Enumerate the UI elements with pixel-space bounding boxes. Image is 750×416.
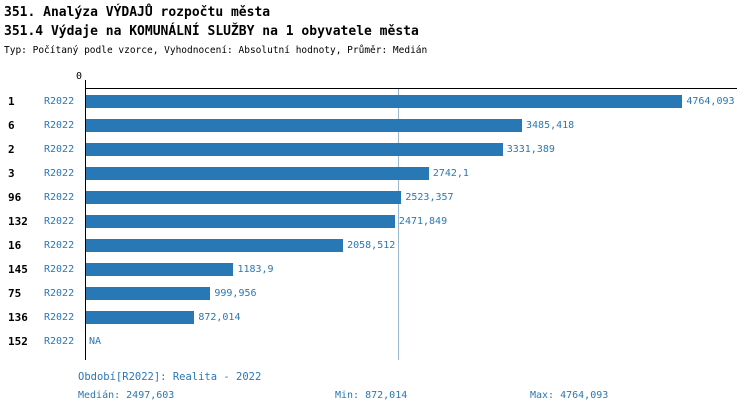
bar-area: 3485,418 [85,113,737,137]
row-period-label: R2022 [44,95,75,107]
row-rank-label: 16 [8,238,22,252]
bar-area: 2742,1 [85,161,737,185]
footer-max-label: Max: 4764,093 [530,390,609,401]
bar-value-label: 3485,418 [526,119,575,131]
row-rank-label: 75 [8,286,22,300]
bar-value-label: 3331,389 [506,143,555,155]
row-period-label: R2022 [44,119,75,131]
row-period-label: R2022 [44,239,75,251]
bar-area: 2058,512 [85,233,737,257]
row-period-label: R2022 [44,143,75,155]
chart-row: 1 R2022 4764,093 [0,89,737,113]
median-gridline [398,89,400,360]
bar-value-label: 999,956 [214,287,257,299]
chart-row: 3 R2022 2742,1 [0,161,737,185]
bar-value-label: 2058,512 [347,239,396,251]
chart-row: 96 R2022 2523,357 [0,185,737,209]
chart-row: 136 R2022 872,014 [0,305,737,329]
value-bar [85,286,211,300]
row-period-label: R2022 [44,263,75,275]
bar-area: NA [85,329,737,353]
chart-row: 145 R2022 1183,9 [0,257,737,281]
plot-top-border [85,88,737,89]
chart-row: 16 R2022 2058,512 [0,233,737,257]
bar-value-label: NA [89,335,102,347]
footer-median-label: Medián: 2497,603 [78,390,175,401]
bar-value-label: 872,014 [198,311,241,323]
bar-area: 2523,357 [85,185,737,209]
row-period-label: R2022 [44,311,75,323]
bar-value-label: 2471,849 [398,215,448,227]
row-rank-label: 132 [8,214,28,228]
bar-value-label: 1183,9 [237,263,274,275]
row-rank-label: 1 [8,94,15,108]
chart-row: 75 R2022 999,956 [0,281,737,305]
value-bar [85,166,429,180]
value-bar [85,118,523,132]
chart-row: 152 R2022 NA [0,329,737,353]
bar-area: 2471,849 [85,209,737,233]
bar-value-label: 2523,357 [405,191,454,203]
bar-area: 999,956 [85,281,737,305]
bar-value-label: 4764,093 [686,95,735,107]
report-title: 351. Analýza VÝDAJŮ rozpočtu města [4,5,271,20]
value-bar [85,190,402,204]
bar-area: 4764,093 [85,89,737,113]
row-period-label: R2022 [44,215,75,227]
bar-area: 872,014 [85,305,737,329]
bar-area: 3331,389 [85,137,737,161]
value-bar [85,238,344,252]
row-rank-label: 2 [8,142,15,156]
row-rank-label: 145 [8,262,28,276]
y-axis-line [85,80,86,360]
bar-value-label: 2742,1 [432,167,469,179]
chart-row: 2 R2022 3331,389 [0,137,737,161]
row-rank-label: 96 [8,190,22,204]
value-bar [85,142,503,156]
value-bar [85,214,395,228]
bar-chart: 1 R2022 4764,093 6 R2022 3485,418 2 R2022 3331,3… [0,89,737,353]
row-period-label: R2022 [44,191,75,203]
row-period-label: R2022 [44,335,75,347]
report-subtitle: 351.4 Výdaje na KOMUNÁLNÍ SLUŽBY na 1 ob… [4,24,419,39]
report-meta: Typ: Počítaný podle vzorce, Vyhodnocení:… [4,45,428,56]
value-bar [85,262,234,276]
chart-row: 6 R2022 3485,418 [0,113,737,137]
row-rank-label: 3 [8,166,15,180]
x-axis-zero-label: 0 [76,71,83,82]
row-rank-label: 152 [8,334,28,348]
row-period-label: R2022 [44,287,75,299]
row-rank-label: 6 [8,118,15,132]
value-bar [85,94,683,108]
footer-min-label: Min: 872,014 [335,390,408,401]
value-bar [85,310,195,324]
row-period-label: R2022 [44,167,75,179]
row-rank-label: 136 [8,310,28,324]
footer-period-label: Období[R2022]: Realita - 2022 [78,371,262,383]
chart-row: 132 R2022 2471,849 [0,209,737,233]
bar-area: 1183,9 [85,257,737,281]
